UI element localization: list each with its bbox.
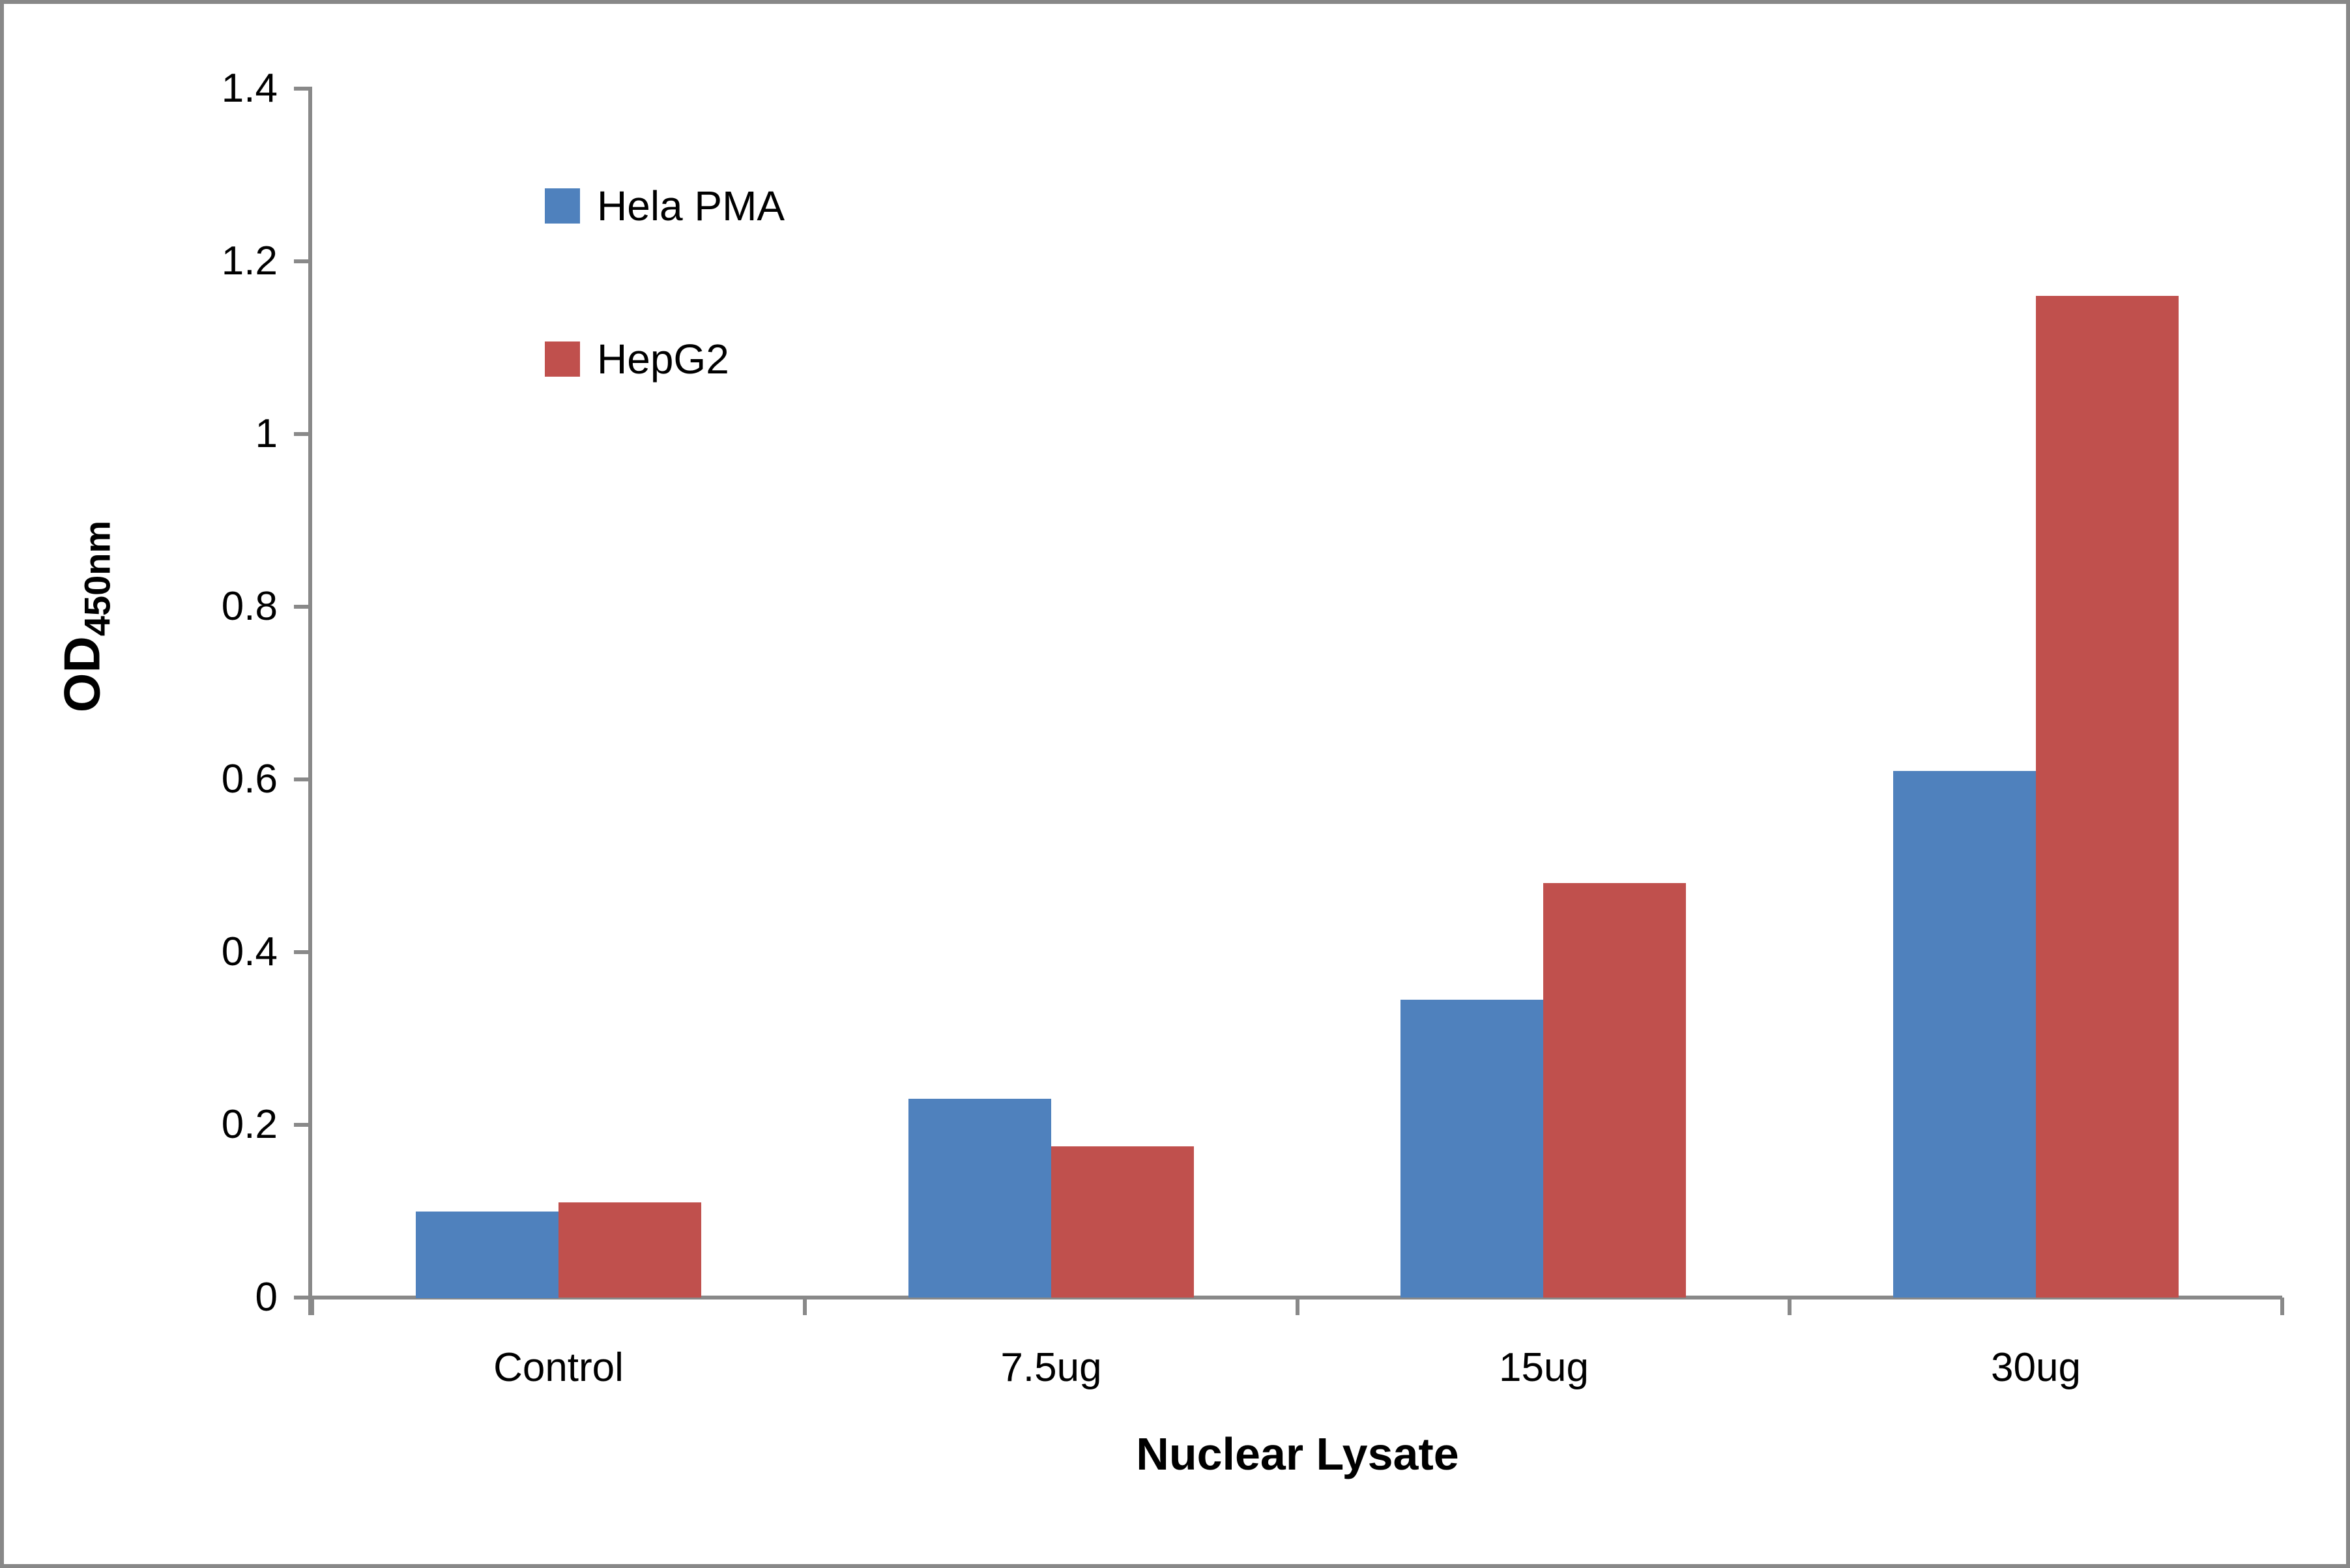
y-tick-mark (294, 1296, 312, 1299)
y-axis-title-base: OD (53, 636, 111, 713)
bar-hela-pma-15ug (1400, 1000, 1543, 1298)
legend-item-hela-pma: Hela PMA (545, 182, 785, 229)
y-tick-mark (294, 777, 312, 781)
hela-pma-swatch-icon (545, 188, 580, 224)
x-tick-mark (2280, 1298, 2284, 1315)
bar-hepg2-7.5ug (1051, 1146, 1194, 1298)
x-tick-mark (803, 1298, 807, 1315)
y-tick-mark (294, 605, 312, 609)
legend-label-hepg2: HepG2 (597, 336, 729, 383)
y-tick-label: 0.2 (221, 1102, 278, 1147)
bar-hela-pma-7.5ug (908, 1099, 1051, 1298)
y-tick-label: 1.2 (221, 239, 278, 283)
x-category-label: 7.5ug (1000, 1345, 1102, 1390)
y-tick-mark (294, 950, 312, 954)
x-category-label: 30ug (1991, 1345, 2081, 1390)
y-tick-label: 0.8 (221, 584, 278, 629)
y-tick-label: 0.6 (221, 757, 278, 802)
y-tick-label: 0.4 (221, 929, 278, 974)
bar-hepg2-30ug (2036, 296, 2179, 1298)
x-axis-title: Nuclear Lysate (1136, 1429, 1459, 1479)
y-tick-label: 0 (255, 1275, 278, 1320)
bar-hela-pma-control (416, 1212, 558, 1298)
y-tick-mark (294, 1123, 312, 1127)
x-tick-mark (1788, 1298, 1792, 1315)
bar-hepg2-15ug (1543, 883, 1686, 1298)
y-axis-line (308, 89, 312, 1315)
x-category-label: Control (493, 1345, 624, 1390)
x-tick-mark (1296, 1298, 1299, 1315)
y-tick-label: 1 (255, 411, 278, 456)
x-category-label: 15ug (1499, 1345, 1589, 1390)
bar-hepg2-control (558, 1202, 701, 1298)
y-tick-mark (294, 259, 312, 263)
legend-item-hepg2: HepG2 (545, 336, 729, 383)
hepg2-swatch-icon (545, 341, 580, 377)
bar-hela-pma-30ug (1893, 771, 2036, 1298)
x-tick-mark (310, 1298, 314, 1315)
y-tick-mark (294, 432, 312, 436)
x-axis-line (294, 1296, 2282, 1299)
y-tick-label: 1.4 (221, 66, 278, 111)
y-tick-mark (294, 87, 312, 91)
legend-label-hela-pma: Hela PMA (597, 182, 785, 229)
